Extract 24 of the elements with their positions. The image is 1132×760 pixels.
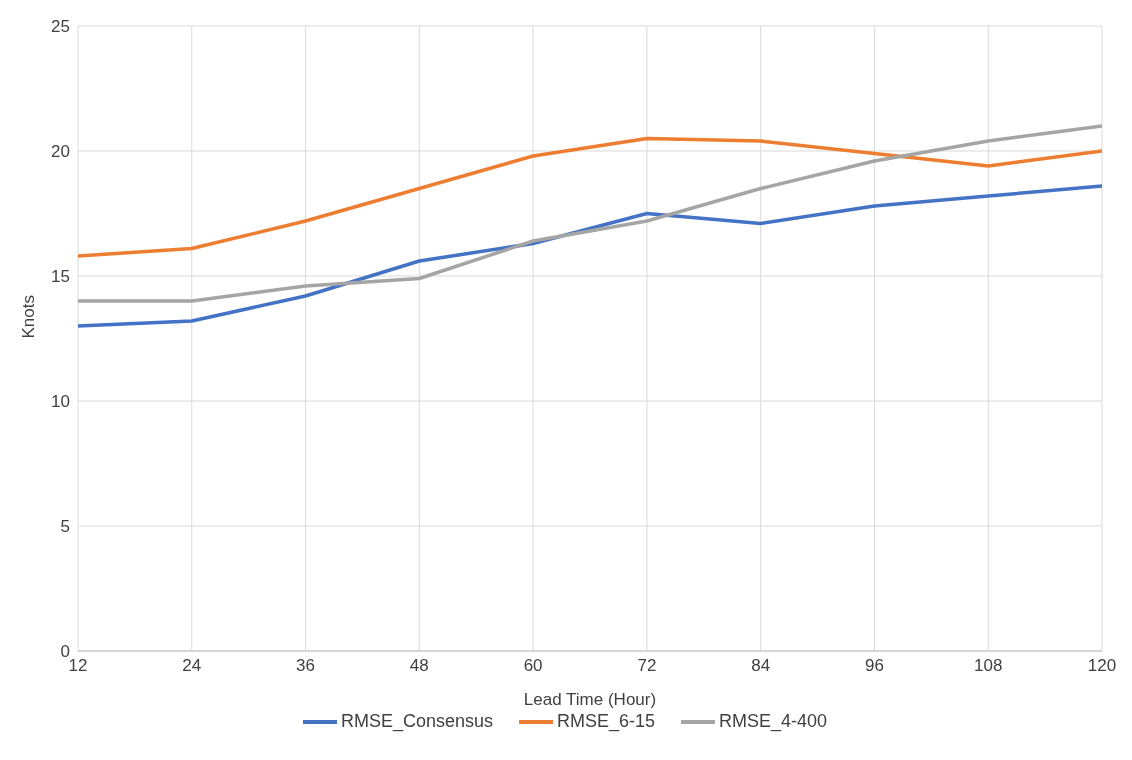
y-tick-label: 5 [60, 517, 70, 537]
x-tick-label: 108 [974, 656, 1003, 676]
y-tick-label: 20 [51, 142, 70, 162]
y-tick-label: 15 [51, 267, 70, 287]
x-tick-label: 24 [182, 656, 202, 676]
line-series [78, 184, 1102, 328]
y-tick-label: 10 [51, 392, 70, 412]
y-axis-title: Knots [19, 295, 39, 339]
x-tick-label: 36 [296, 656, 316, 676]
line-series [78, 136, 1102, 258]
x-axis-title: Lead Time (Hour) [523, 690, 657, 709]
legend-label: RMSE_4-400 [719, 711, 828, 732]
x-tick-label: 120 [1087, 656, 1117, 676]
x-tick-label: 12 [68, 656, 88, 676]
y-tick-label: 0 [60, 642, 70, 662]
x-tick-label: 96 [864, 656, 884, 676]
y-tick-label: 25 [51, 17, 70, 37]
x-tick-label: 48 [409, 656, 429, 676]
legend-label: RMSE_Consensus [340, 711, 493, 732]
x-tick-label: 60 [523, 656, 543, 676]
line-series [78, 124, 1102, 303]
x-tick-label: 72 [637, 656, 657, 676]
x-tick-label: 84 [751, 656, 771, 676]
legend-label: RMSE_6-15 [556, 711, 656, 732]
